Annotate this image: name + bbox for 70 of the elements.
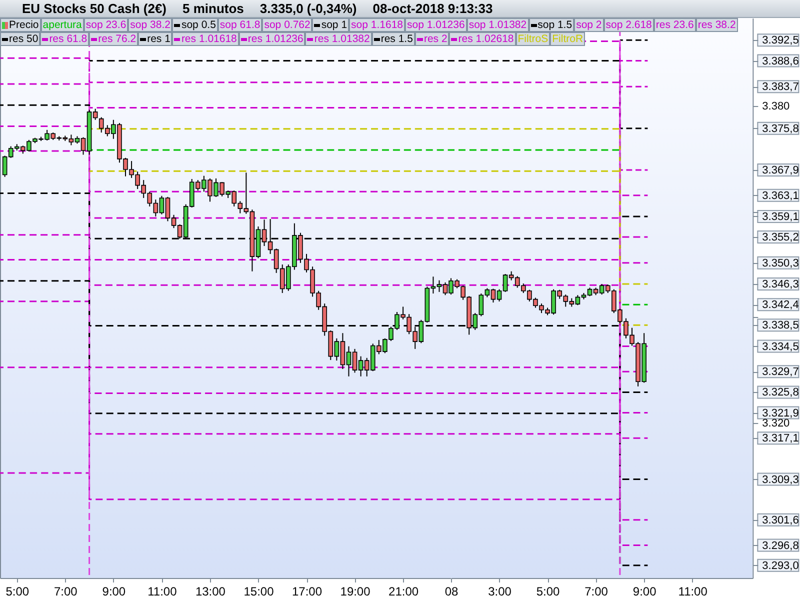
y-tick-label: 3.359,1 (762, 210, 800, 223)
text: sop 38.2 (128, 18, 172, 32)
text: sop 1.1618 (349, 18, 405, 32)
x-tick-label: 08 (445, 584, 459, 598)
y-tick-label: 3.388,6 (762, 55, 800, 68)
y-tick-label: 3.375,8 (762, 122, 800, 135)
text: sop 2 (574, 18, 604, 32)
x-tick-label: 7:00 (54, 584, 78, 598)
legend-label: res 61.8 (40, 32, 90, 46)
text: sop 2.618 (604, 18, 654, 32)
legend-label: sop 1 (312, 18, 350, 32)
x-tick-label: 7:00 (584, 584, 609, 598)
y-tick-label: 3.363,1 (762, 190, 800, 202)
x-tick-label: 9:00 (102, 584, 126, 598)
legend-label: res 1.01382 (305, 32, 372, 46)
y-tick-label: 3.383,7 (762, 81, 800, 94)
y-tick-label: 3.329,7 (762, 366, 800, 378)
text: sop 0.762 (262, 18, 312, 32)
y-tick-label: 3.350,3 (762, 257, 800, 270)
y-tick-label: 3.317,1 (762, 432, 800, 445)
text: sop 1.01236 (405, 18, 467, 32)
y-tick-label: 3.346,3 (762, 278, 800, 291)
legend-label: res 2 (414, 32, 450, 46)
text: 08-oct-2018 9:13:33 (372, 1, 493, 16)
text: res 23.6 (654, 18, 696, 32)
text: sop 61.8 (218, 18, 262, 32)
text: res 38.2 (696, 18, 738, 32)
y-tick-label: 3.309,3 (762, 474, 800, 486)
y-tick-label: 3.321,9 (762, 407, 800, 420)
x-tick-label: 3:00 (488, 584, 512, 598)
x-tick-label: 15:00 (244, 584, 274, 598)
x-tick-label: 5:00 (536, 584, 560, 598)
y-tick-label: 3.325,8 (762, 386, 800, 399)
x-tick-label: 21:00 (388, 584, 419, 598)
y-tick-label: 3.380 (762, 100, 790, 113)
chart-title: EU Stocks 50 Cash (2€) (22, 1, 167, 16)
y-tick-label: 3.355,2 (762, 232, 800, 244)
x-tick-label: 5:00 (6, 584, 30, 598)
y-tick-label: 3.296,8 (762, 540, 800, 552)
x-tick-label: 13:00 (195, 584, 226, 598)
text: sop 23.6 (84, 18, 128, 32)
legend-label: res 50 (0, 32, 40, 46)
y-tick-label: 3.342,4 (762, 299, 800, 312)
y-tick-label: 3.301,6 (762, 514, 800, 526)
x-tick-label: 17:00 (292, 584, 322, 598)
legend-label: sop 0.5 (172, 18, 218, 32)
y-tick-label: 3.392,5 (762, 34, 800, 47)
text: 3.335,0 (-0,34%) (260, 1, 357, 16)
legend-label: sop 1.5 (528, 18, 574, 32)
text: apertura (40, 18, 84, 32)
y-tick-label: 3.293,0 (762, 560, 800, 572)
x-tick-label: 9:00 (633, 584, 657, 598)
legend-label: res 1.01236 (238, 32, 306, 46)
text: 5 minutos (182, 1, 244, 16)
legend-label: res 76.2 (89, 32, 138, 46)
y-tick-label: 3.334,5 (762, 340, 800, 353)
x-tick-label: 11:00 (148, 584, 178, 598)
legend-label: res 1 (138, 32, 172, 46)
x-tick-label: 11:00 (678, 584, 708, 598)
x-tick-label: 19:00 (340, 584, 371, 598)
legend-label: res 1.02618 (449, 32, 516, 46)
y-tick-label: 3.338,5 (762, 320, 800, 332)
legend-label: res 1.5 (372, 32, 415, 46)
y-tick-label: 3.367,9 (762, 164, 800, 177)
legend-label: res 1.01618 (172, 32, 239, 46)
text: FiltroR (550, 32, 586, 46)
legend-label: Precio (0, 18, 41, 32)
y-tick-label: 3.320 (762, 417, 790, 430)
text: sop 1.01382 (466, 18, 529, 32)
text: FiltroS (516, 32, 550, 46)
